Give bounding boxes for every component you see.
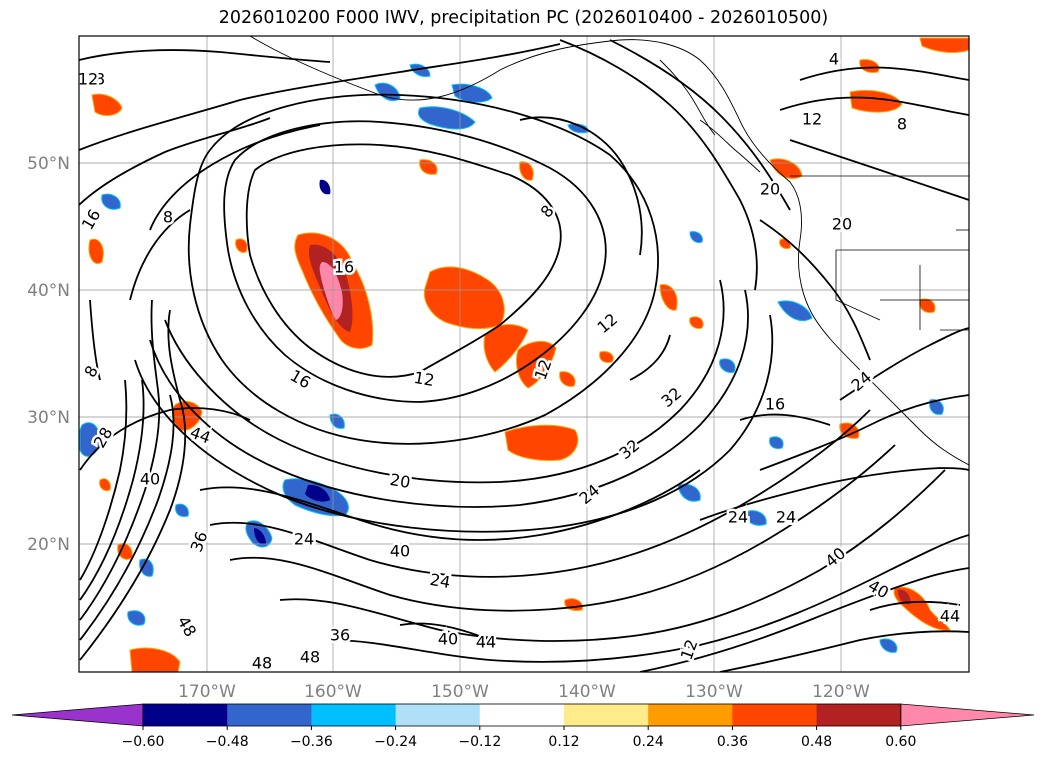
map-title: 2026010200 F000 IWV, precipitation PC (2… (218, 8, 829, 28)
contour-label-halo: 44 (476, 633, 496, 652)
contour-label: 48 (300, 648, 320, 667)
colorbar-tick-label: −0.48 (206, 734, 249, 750)
lon-label-140w: 140°W (558, 682, 616, 702)
colorbar-extend-high (900, 703, 1035, 727)
contour-label-halo: 24 (728, 508, 748, 527)
contour-label-halo: 24 (294, 530, 314, 549)
latitude-axis: 50°N 40°N 30°N 20°N (27, 154, 70, 555)
contour-label: 12 (412, 368, 435, 390)
contour-label: 44 (476, 633, 496, 652)
contour-label-halo: 4 (829, 50, 839, 69)
contour-label-halo: 20 (832, 215, 852, 234)
colorbar-tick-label: 0.48 (801, 734, 832, 750)
contour-label: 40 (390, 542, 410, 561)
contour-label-halo: 8 (163, 208, 173, 227)
contour-label-halo: 40 (438, 630, 458, 649)
contour-label: 8 (95, 70, 105, 89)
colorbar-segment (227, 704, 312, 726)
coastlines (249, 36, 969, 466)
lon-label-130w: 130°W (685, 682, 743, 702)
political-borders (790, 175, 969, 331)
contour-label-halo: 8 (897, 115, 907, 134)
lat-label-20n: 20°N (27, 535, 70, 555)
contour-label: 16 (334, 258, 354, 277)
contour-label: 12 (78, 70, 98, 89)
contour-label-halo: 44 (940, 607, 960, 626)
colorbar-segment (564, 704, 649, 726)
contour-label: 24 (294, 530, 314, 549)
contour-label-halo: 16 (334, 258, 354, 277)
colorbar-tick-label: −0.12 (458, 734, 501, 750)
colorbar-segment (816, 704, 902, 726)
contour-label: 16 (765, 395, 785, 414)
precip-negative-patches (79, 63, 944, 653)
contour-label-halo: 40 (140, 470, 160, 489)
contour-label: 20 (760, 180, 780, 199)
lat-label-40n: 40°N (27, 281, 70, 301)
contour-label-halo: 12 (412, 368, 435, 390)
contour-label-halo: 20 (760, 180, 780, 199)
contour-label: 20 (832, 215, 852, 234)
contour-label: 12 (802, 110, 822, 129)
contour-label: 44 (940, 607, 960, 626)
lat-label-30n: 30°N (27, 408, 70, 428)
contour-label: 4 (829, 50, 839, 69)
contour-label-halo: 12 (78, 70, 98, 89)
colorbar: −0.60 −0.48 −0.36 −0.24 −0.12 0.12 0.24 0.36 0.4… (11, 703, 1035, 750)
contour-label: 24 (776, 508, 796, 527)
contour-label-halo: 48 (300, 648, 320, 667)
contour-label: 40 (140, 470, 160, 489)
contour-label-halo: 12 (802, 110, 822, 129)
longitude-axis: 170°W 160°W 150°W 140°W 130°W 120°W (178, 682, 870, 702)
lon-label-160w: 160°W (304, 682, 362, 702)
contour-label-halo: 16 (765, 395, 785, 414)
colorbar-tick-label: −0.36 (290, 734, 333, 750)
contour-label: 20 (388, 470, 411, 492)
contour-label: 8 (163, 208, 173, 227)
colorbar-extend-low (11, 703, 144, 727)
iwv-contours (79, 39, 969, 672)
colorbar-segment (311, 704, 397, 726)
colorbar-tick-label: −0.24 (374, 734, 417, 750)
contour-label: 36 (330, 626, 350, 645)
colorbar-tick-label: 0.12 (548, 734, 579, 750)
contour-label: 24 (728, 508, 748, 527)
lon-label-150w: 150°W (431, 682, 489, 702)
colorbar-outline (142, 703, 902, 727)
colorbar-tick-label: 0.24 (633, 734, 664, 750)
contour-label-halo: 40 (390, 542, 410, 561)
precip-positive-patches (88, 37, 969, 672)
lat-label-50n: 50°N (27, 154, 70, 174)
contour-label-halo: 36 (330, 626, 350, 645)
colorbar-segment (648, 704, 733, 726)
colorbar-segment (143, 704, 228, 726)
colorbar-tick-label: 0.36 (717, 734, 748, 750)
contour-label-halo: 8 (95, 70, 105, 89)
contour-label: 8 (897, 115, 907, 134)
contour-label: 24 (428, 570, 451, 592)
colorbar-segment (395, 704, 481, 726)
lon-label-170w: 170°W (178, 682, 236, 702)
lon-label-120w: 120°W (812, 682, 870, 702)
map-frame (78, 35, 970, 673)
colorbar-tick-label: −0.60 (122, 734, 165, 750)
contour-label-halo: 24 (776, 508, 796, 527)
colorbar-tick-label: 0.60 (885, 734, 916, 750)
colorbar-segment (479, 704, 565, 726)
contour-label: 48 (252, 654, 272, 673)
contour-label-halo: 48 (252, 654, 272, 673)
contour-label: 40 (438, 630, 458, 649)
colorbar-segment (732, 704, 818, 726)
